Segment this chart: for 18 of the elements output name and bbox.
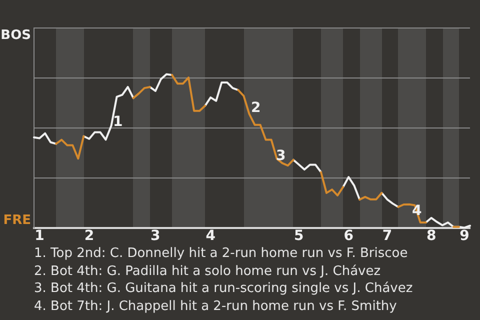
text: BOS — [0, 28, 31, 43]
x-tick-label: 4 — [206, 228, 216, 244]
x-tick-label: 1 — [34, 228, 44, 244]
annotation: 3 — [276, 148, 286, 164]
x-tick-label: 9 — [460, 228, 470, 244]
text: FRE — [3, 213, 31, 228]
x-tick-label: 5 — [294, 228, 304, 244]
text: 3. Bot 4th: G. Guitana hit a run-scoring single vs J. Chávez — [34, 280, 413, 298]
x-tick-label: 2 — [84, 228, 94, 244]
text: 1. Top 2nd: C. Donnelly hit a 2-run home run vs F. Briscoe — [34, 245, 409, 262]
text: 4. Bot 7th: J. Chappell hit a 2-run home run vs F. Smithy — [34, 298, 398, 315]
annotation: 1 — [113, 114, 123, 130]
x-tick-label: 8 — [426, 228, 436, 244]
text: 2. Bot 4th: G. Padilla hit a solo home run vs J. Chávez — [34, 262, 382, 280]
x-tick-label: 6 — [344, 228, 354, 244]
x-tick-label: 3 — [150, 228, 160, 244]
annotation: 2 — [251, 100, 261, 116]
x-tick-label: 7 — [382, 228, 392, 244]
